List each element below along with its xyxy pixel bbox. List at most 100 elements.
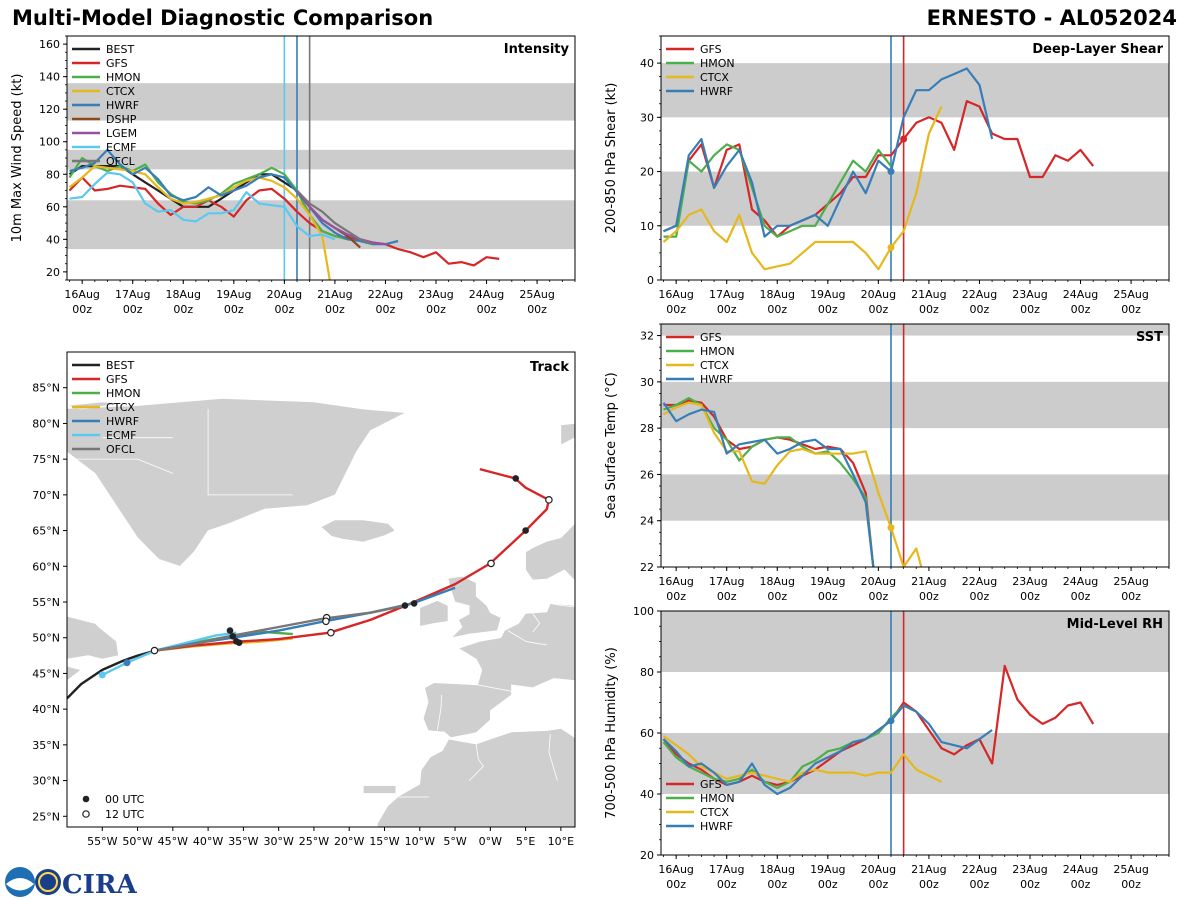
x-tick-label-hour: 00z — [767, 878, 787, 891]
sst-panel-title: SST — [1136, 330, 1163, 345]
x-tick-label-date: 17Aug — [709, 288, 744, 301]
country-border — [477, 684, 512, 692]
x-tick-label-hour: 00z — [919, 878, 939, 891]
rh-panel-title: Mid-Level RH — [1067, 617, 1163, 632]
latitude-tick-label: 55°N — [32, 596, 60, 609]
x-tick-label-date: 22Aug — [962, 863, 997, 876]
intensity-legend-label-lgem: LGEM — [106, 127, 137, 140]
y-tick-label: 60 — [46, 201, 60, 214]
iceland-landmass — [320, 519, 396, 543]
y-tick-label: 20 — [46, 266, 60, 279]
y-tick-label: 10 — [640, 220, 654, 233]
longitude-tick-label: 55°W — [87, 835, 117, 848]
shear-panel-title: Deep-Layer Shear — [1032, 42, 1163, 57]
x-tick-label-hour: 00z — [970, 590, 990, 603]
legend-00utc-marker — [82, 795, 90, 803]
svalbard-landmass — [560, 423, 575, 446]
y-tick-label: 160 — [39, 38, 60, 51]
globe-logo-ring — [38, 872, 58, 892]
sst-y-axis-label: Sea Surface Temp (°C) — [604, 372, 619, 519]
canary-islands — [362, 785, 397, 794]
track-line-gfs — [155, 467, 551, 652]
sst-legend-label-hwrf: HWRF — [700, 373, 733, 386]
noaa-cira-logo: CIRA — [5, 867, 137, 900]
country-border — [437, 694, 443, 730]
latitude-tick-label: 35°N — [32, 739, 60, 752]
x-tick-label-date: 19Aug — [810, 863, 845, 876]
sst-frame — [660, 323, 1170, 568]
longitude-tick-label: 20°W — [334, 835, 364, 848]
newfoundland-landmass — [67, 615, 119, 660]
x-tick-label-date: 24Aug — [1063, 288, 1098, 301]
x-tick-label-hour: 00z — [123, 303, 143, 316]
track-legend-label-ofcl: OFCL — [106, 443, 136, 456]
track-marker-12utc — [487, 559, 495, 568]
figure-title: Multi-Model Diagnostic Comparison — [12, 6, 434, 30]
y-tick-label: 20 — [640, 849, 654, 862]
longitude-tick-label: 40°W — [193, 835, 223, 848]
x-tick-label-date: 16Aug — [658, 288, 693, 301]
x-tick-label-hour: 00z — [72, 303, 92, 316]
x-tick-label-date: 19Aug — [810, 575, 845, 588]
y-tick-label: 28 — [640, 422, 654, 435]
nova-scotia-landmass — [67, 665, 82, 681]
shear-y-axis-label: 200-850 hPa Shear (kt) — [604, 83, 619, 234]
shear-legend-label-hmon: HMON — [700, 57, 735, 70]
latitude-tick-label: 85°N — [32, 382, 60, 395]
x-tick-label-hour: 00z — [666, 878, 686, 891]
longitude-tick-label: 10°E — [548, 835, 574, 848]
x-tick-label-hour: 00z — [868, 303, 888, 316]
intensity-series-hwrf — [69, 148, 399, 246]
x-tick-label-hour: 00z — [717, 590, 737, 603]
rh-legend-label-hmon: HMON — [700, 792, 735, 805]
x-tick-label-hour: 00z — [767, 590, 787, 603]
y-tick-label: 20 — [640, 166, 654, 179]
shear-point-marker — [900, 135, 908, 143]
x-tick-label-hour: 00z — [1020, 590, 1040, 603]
y-tick-label: 30 — [640, 376, 654, 389]
rh-legend-label-hwrf: HWRF — [700, 820, 733, 833]
x-tick-label-date: 25Aug — [1113, 575, 1148, 588]
x-tick-label-date: 21Aug — [317, 288, 352, 301]
greenland-landmass — [67, 398, 407, 567]
storm-title: ERNESTO - AL052024 — [926, 6, 1177, 30]
track-marker-00utc — [123, 659, 131, 667]
shear-legend-label-gfs: GFS — [700, 43, 722, 56]
y-tick-label: 80 — [640, 666, 654, 679]
rh-shade-band — [661, 611, 1169, 672]
rh-series-hwrf — [662, 704, 993, 796]
track-legend-label-ctcx: CTCX — [106, 401, 135, 414]
longitude-tick-label: 15°W — [369, 835, 399, 848]
latitude-tick-label: 45°N — [32, 667, 60, 680]
x-tick-label-date: 20Aug — [267, 288, 302, 301]
x-tick-label-date: 23Aug — [1012, 863, 1047, 876]
shear-legend-label-ctcx: CTCX — [700, 71, 729, 84]
x-tick-label-date: 21Aug — [911, 288, 946, 301]
track-marker-00utc — [410, 600, 418, 607]
track-marker-00utc — [98, 671, 106, 679]
track-marker-00utc — [522, 527, 529, 534]
sst-panel: 22 24 26 28 30 32 16Aug 00z 17Aug 00z 18Aug 00z 19Au… — [604, 323, 1170, 603]
latitude-tick-label: 80°N — [32, 417, 60, 430]
track-marker-00utc — [235, 639, 243, 647]
track-frame — [66, 351, 576, 828]
y-tick-label: 40 — [640, 57, 654, 70]
longitude-tick-label: 25°W — [299, 835, 329, 848]
x-tick-label-date: 17Aug — [709, 863, 744, 876]
track-line-ofcl — [155, 604, 406, 652]
x-tick-label-date: 20Aug — [861, 863, 896, 876]
shear-panel: 0 10 20 30 40 16Aug 00z 17Aug 00z 18Aug 00z 19Aug 00… — [604, 35, 1170, 316]
shear-series-hmon — [663, 143, 892, 238]
x-tick-label-date: 20Aug — [861, 288, 896, 301]
track-panel-title: Track — [530, 360, 569, 375]
intensity-shade-band — [67, 83, 575, 121]
intensity-legend-label-gfs: GFS — [106, 57, 128, 70]
x-tick-label-date: 18Aug — [760, 288, 795, 301]
intensity-shade-band — [67, 149, 575, 170]
north-africa-landmass — [377, 728, 575, 827]
legend-00utc-label: 00 UTC — [105, 793, 145, 806]
x-tick-label-hour: 00z — [919, 303, 939, 316]
x-tick-label-date: 20Aug — [861, 575, 896, 588]
latitude-tick-label: 40°N — [32, 703, 60, 716]
x-tick-label-date: 24Aug — [1063, 863, 1098, 876]
